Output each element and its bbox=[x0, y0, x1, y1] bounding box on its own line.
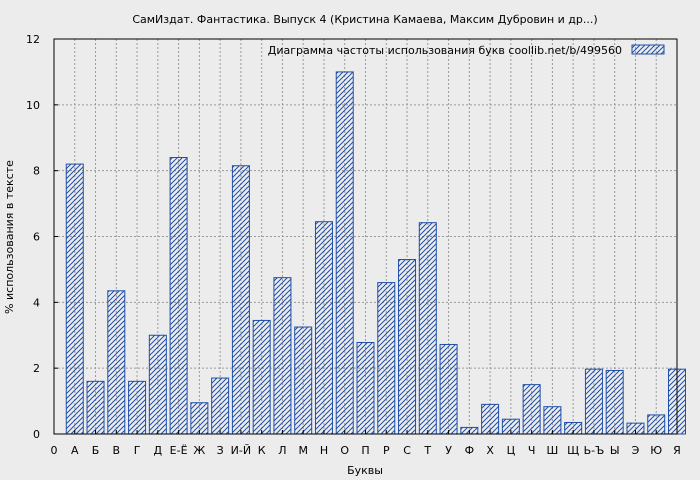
x-tick-label: Р bbox=[383, 444, 390, 457]
bar bbox=[356, 341, 375, 435]
bar bbox=[294, 326, 313, 435]
x-tick-label: Л bbox=[278, 444, 286, 457]
bar bbox=[107, 290, 126, 435]
bars bbox=[65, 71, 686, 435]
bar bbox=[273, 277, 292, 435]
x-tick-label: Ч bbox=[528, 444, 536, 457]
x-tick-label: Н bbox=[320, 444, 328, 457]
y-tick-label: 2 bbox=[33, 362, 40, 375]
x-tick-label: М bbox=[298, 444, 308, 457]
legend-swatch bbox=[631, 44, 665, 55]
bar bbox=[522, 384, 541, 435]
x-tick-label: 0 bbox=[51, 444, 58, 457]
bar bbox=[398, 259, 417, 435]
chart-title: СамИздат. Фантастика. Выпуск 4 (Кристина… bbox=[132, 13, 597, 26]
y-axis-ticks: 0 2 4 6 8 10 12 bbox=[26, 33, 58, 441]
y-tick-label: 10 bbox=[26, 99, 40, 112]
x-tick-label: Ь-Ъ bbox=[584, 444, 605, 457]
x-tick-label: Ц bbox=[507, 444, 516, 457]
x-tick-label: З bbox=[217, 444, 224, 457]
x-tick-label: Ы bbox=[610, 444, 620, 457]
x-tick-label: В bbox=[113, 444, 121, 457]
x-axis-label: Буквы bbox=[347, 464, 383, 477]
bar bbox=[169, 157, 188, 435]
bar bbox=[418, 222, 437, 435]
x-tick-label: У bbox=[445, 444, 452, 457]
y-tick-label: 8 bbox=[33, 165, 40, 178]
bar bbox=[605, 369, 624, 435]
x-tick-label: С bbox=[403, 444, 411, 457]
x-tick-label: К bbox=[258, 444, 266, 457]
bar bbox=[252, 319, 271, 435]
x-tick-label: Х bbox=[486, 444, 494, 457]
y-axis-label: % использования в тексте bbox=[3, 160, 16, 314]
bar bbox=[86, 380, 105, 435]
y-tick-label: 4 bbox=[33, 296, 40, 309]
x-tick-label: И-Й bbox=[231, 444, 251, 457]
x-tick-label: Я bbox=[673, 444, 681, 457]
x-tick-label: Д bbox=[154, 444, 163, 457]
x-axis-ticks: 0 А Б В Г Д Е-Ё Ж З И-Й К Л М Н О П Р С Т У Ф Х Ц Ч Ш Щ Ь-Ъ Ы Э Ю Я bbox=[51, 430, 681, 457]
bar bbox=[314, 221, 333, 435]
x-tick-label: Ю bbox=[650, 444, 662, 457]
bar bbox=[65, 163, 84, 435]
x-tick-label: Ж bbox=[193, 444, 205, 457]
bar bbox=[543, 406, 562, 435]
x-tick-label: Ф bbox=[465, 444, 474, 457]
bar bbox=[377, 282, 396, 435]
bar bbox=[190, 402, 209, 435]
x-tick-label: Ш bbox=[547, 444, 559, 457]
bar bbox=[335, 71, 354, 435]
y-tick-label: 6 bbox=[33, 231, 40, 244]
x-tick-label: Г bbox=[134, 444, 141, 457]
x-tick-label: А bbox=[71, 444, 79, 457]
legend-label: Диаграмма частоты использования букв coo… bbox=[268, 44, 622, 57]
y-tick-label: 12 bbox=[26, 33, 40, 46]
bar bbox=[439, 343, 458, 435]
x-tick-label: Т bbox=[423, 444, 431, 457]
x-tick-label: Щ bbox=[567, 444, 579, 457]
y-tick-label: 0 bbox=[33, 428, 40, 441]
x-tick-label: Е-Ё bbox=[170, 444, 188, 457]
bar bbox=[128, 380, 147, 435]
x-tick-label: Б bbox=[92, 444, 100, 457]
bar bbox=[231, 165, 250, 435]
bar bbox=[211, 377, 230, 435]
legend: Диаграмма частоты использования букв coo… bbox=[268, 44, 665, 57]
bar bbox=[584, 368, 603, 435]
x-tick-label: П bbox=[361, 444, 369, 457]
bar bbox=[148, 334, 167, 435]
bar bbox=[481, 403, 500, 435]
x-tick-label: О bbox=[340, 444, 349, 457]
x-tick-label: Э bbox=[632, 444, 640, 457]
